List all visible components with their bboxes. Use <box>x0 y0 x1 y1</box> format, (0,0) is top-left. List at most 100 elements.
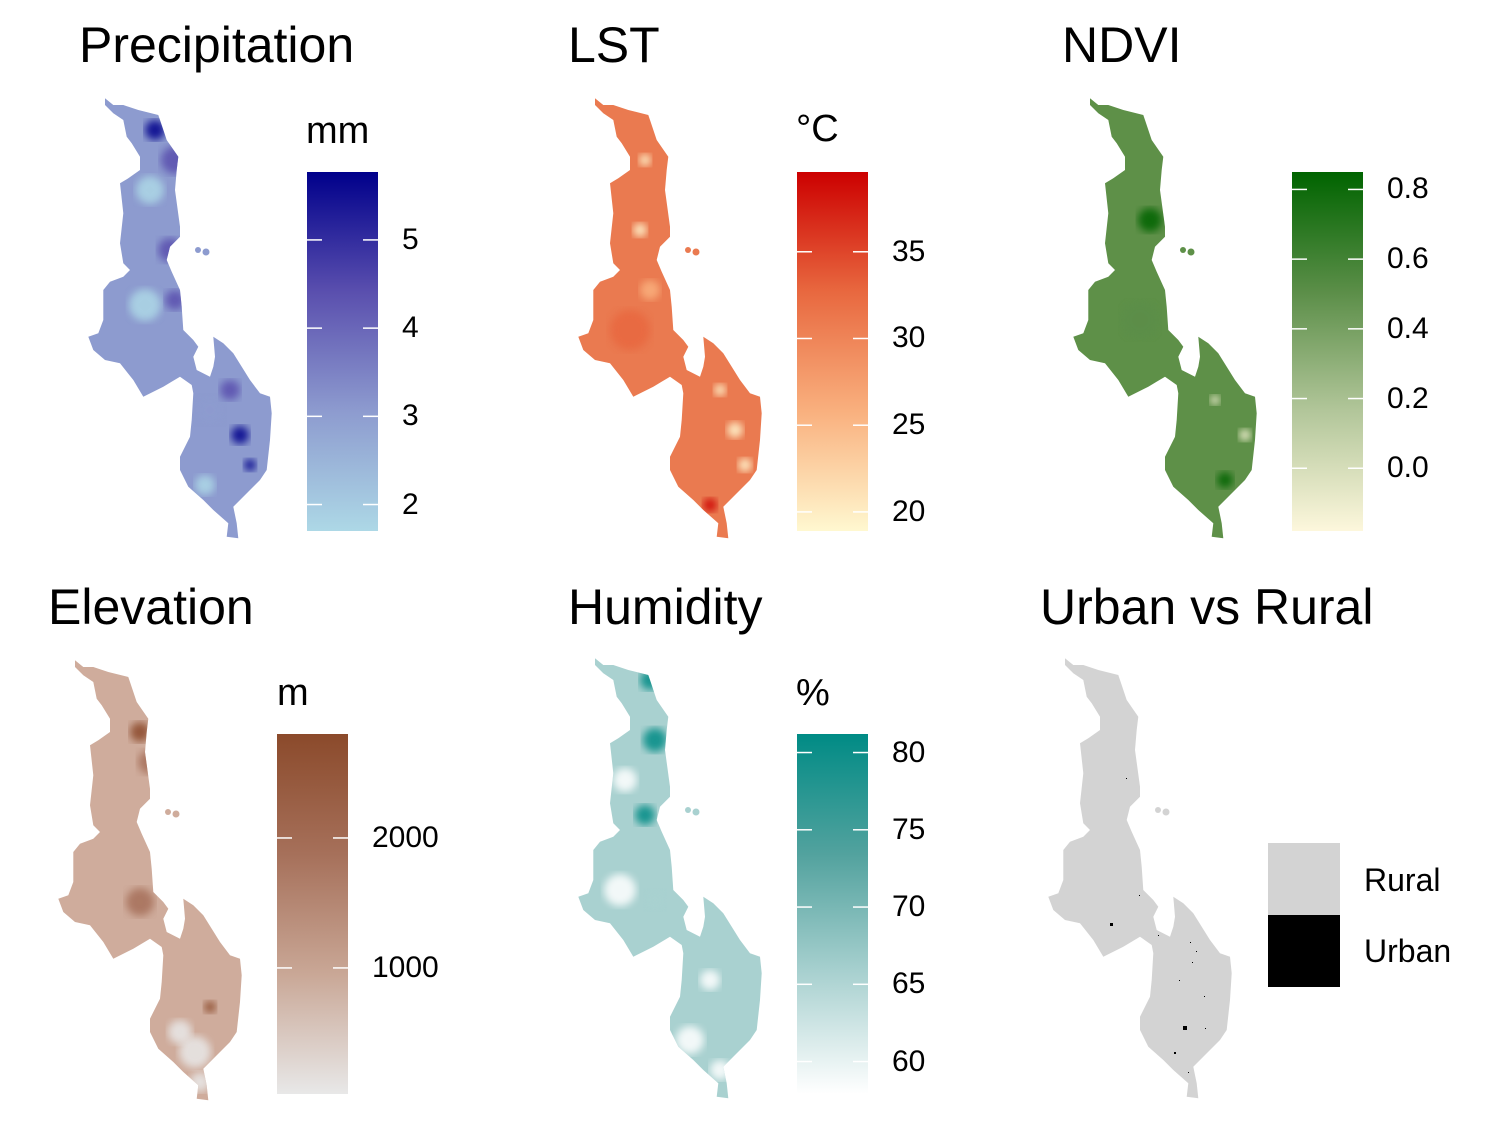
tick-label-precipitation: 2 <box>402 487 419 521</box>
island <box>165 809 171 815</box>
urban-pixel <box>1158 935 1159 936</box>
map-urban-vs-rural-fill <box>1048 658 1232 1099</box>
urban-pixel <box>1190 942 1191 943</box>
legend-unit-humidity: % <box>796 672 830 714</box>
map-ndvi-shade <box>1122 302 1158 338</box>
map-elevation-shade <box>126 888 154 916</box>
tick-label-ndvi: 0.2 <box>1387 381 1429 415</box>
map-lst-shade <box>738 458 752 472</box>
map-humidity-fill <box>578 658 762 1099</box>
map-lst-fill <box>578 98 762 539</box>
island <box>172 810 180 818</box>
map-precipitation-shade <box>244 459 256 471</box>
panel-title-humidity: Humidity <box>568 579 763 635</box>
map-elevation <box>58 660 242 1101</box>
tick-label-precipitation: 4 <box>402 311 419 345</box>
map-precipitation <box>88 98 272 539</box>
map-humidity-shade <box>640 670 660 690</box>
colorbar-elevation <box>277 734 348 1094</box>
legend-unit-lst: °C <box>796 108 839 150</box>
island <box>685 247 691 253</box>
map-ndvi-shade <box>1138 208 1162 232</box>
urban-pixel <box>1183 1026 1187 1030</box>
map-humidity-shade <box>645 890 665 910</box>
map-humidity-shade <box>635 805 655 825</box>
map-elevation-shade <box>179 1036 211 1068</box>
urban-pixel <box>1192 962 1193 963</box>
panel-title-ndvi: NDVI <box>1062 17 1182 73</box>
urban-pixel <box>1139 895 1140 896</box>
tick-label-ndvi: 0.8 <box>1387 172 1429 206</box>
tick-label-ndvi: 0.6 <box>1387 242 1429 276</box>
colorbar-lst <box>797 172 868 531</box>
map-precipitation-fill <box>88 98 272 539</box>
colorbar-precipitation <box>307 172 378 531</box>
tick-label-lst: 30 <box>892 321 926 355</box>
tick-label-ndvi: 0.0 <box>1387 451 1429 485</box>
tick-label-lst: 20 <box>892 494 926 528</box>
map-elevation-shade <box>168 1020 192 1044</box>
map-humidity <box>578 658 762 1099</box>
tick-label-ndvi: 0.4 <box>1387 311 1429 345</box>
map-precipitation-shade <box>196 396 224 424</box>
map-lst-shade <box>727 422 743 438</box>
urban-pixel <box>1188 1072 1189 1073</box>
map-humidity-shade <box>604 874 636 906</box>
panel-title-lst: LST <box>568 17 660 73</box>
tick-label-humidity: 80 <box>892 735 926 769</box>
tick-label-humidity: 60 <box>892 1044 926 1078</box>
map-lst <box>578 98 762 539</box>
island <box>202 248 210 256</box>
legend-key-urban <box>1268 915 1340 987</box>
map-humidity-shade <box>643 728 667 752</box>
map-elevation-fill <box>58 660 242 1101</box>
map-ndvi-shade <box>1210 395 1220 405</box>
map-elevation-shade <box>130 722 150 742</box>
map-ndvi-shade <box>1217 472 1233 488</box>
urban-pixel <box>1126 778 1127 779</box>
map-lst-shade <box>640 280 660 300</box>
island <box>685 807 691 813</box>
map-lst-shade <box>639 154 651 166</box>
tick-label-elevation: 1000 <box>372 950 439 984</box>
island <box>1187 248 1195 256</box>
map-lst-shade <box>703 498 717 512</box>
urban-pixel <box>1179 980 1180 981</box>
tick-label-precipitation: 3 <box>402 399 419 433</box>
map-elevation-shade <box>204 1001 216 1013</box>
tick-label-precipitation: 5 <box>402 222 419 256</box>
tick-label-lst: 25 <box>892 408 926 442</box>
legend-label-rural: Rural <box>1364 862 1441 898</box>
colorbar-humidity <box>797 734 868 1094</box>
island <box>692 248 700 256</box>
tick-label-elevation: 2000 <box>372 820 439 854</box>
panel-title-urban-vs-rural: Urban vs Rural <box>1040 579 1374 635</box>
map-humidity-shade <box>613 768 637 792</box>
map-lst-shade <box>714 384 726 396</box>
map-urban-vs-rural <box>1048 658 1232 1099</box>
island <box>692 808 700 816</box>
map-precipitation-shade <box>161 146 189 174</box>
urban-pixel <box>1196 951 1197 952</box>
map-precipitation-shade <box>129 289 161 321</box>
map-precipitation-shade <box>136 176 164 204</box>
map-ndvi-fill <box>1073 98 1257 539</box>
tick-label-lst: 35 <box>892 234 926 268</box>
map-humidity-shade <box>710 1060 730 1080</box>
legend-unit-precipitation: mm <box>306 110 370 152</box>
tick-label-humidity: 65 <box>892 967 926 1001</box>
map-ndvi-shade <box>1239 429 1251 441</box>
map-precipitation-shade <box>220 380 240 400</box>
map-elevation-shade <box>190 1072 210 1092</box>
urban-pixel <box>1110 923 1113 926</box>
map-ndvi <box>1073 98 1257 539</box>
map-humidity-shade <box>676 1026 704 1054</box>
map-precipitation-shade <box>165 290 185 310</box>
island <box>1180 247 1186 253</box>
map-precipitation-shade <box>145 120 165 140</box>
map-precipitation-shade <box>195 475 215 495</box>
map-lst-shade <box>633 223 647 237</box>
urban-pixel <box>1174 1052 1176 1054</box>
tick-label-humidity: 70 <box>892 890 926 924</box>
